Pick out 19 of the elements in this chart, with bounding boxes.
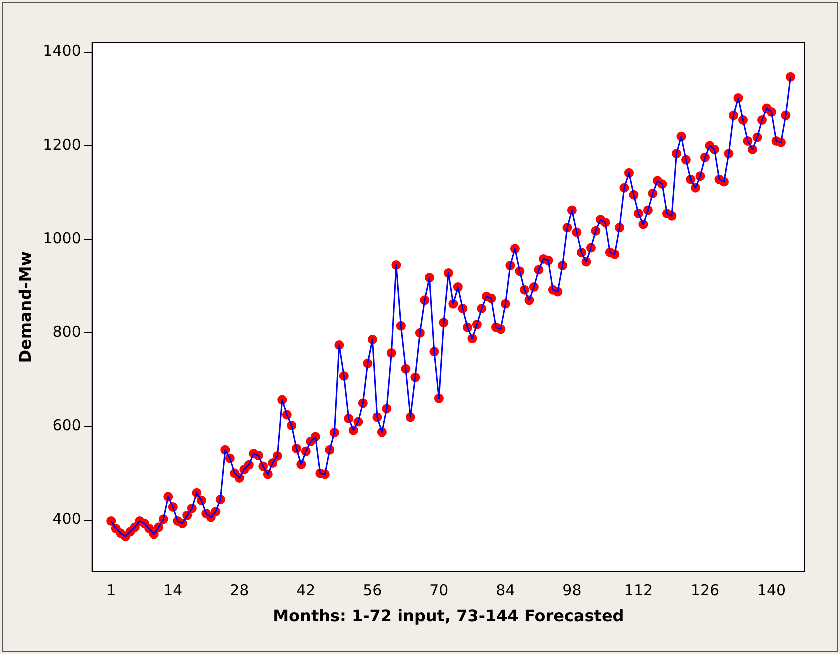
y-tick-label: 1000: [43, 229, 82, 248]
y-axis-title: Demand-Mw: [16, 251, 35, 364]
x-tick-label: 112: [624, 582, 654, 600]
x-tick-label: 126: [690, 582, 720, 600]
y-tick-label: 1200: [43, 136, 82, 154]
x-axis-title: Months: 1-72 input, 73-144 Forecasted: [273, 606, 624, 626]
x-tick-label: 14: [164, 582, 183, 600]
y-tick-label: 1400: [43, 42, 82, 60]
x-tick-label: 28: [230, 582, 250, 600]
x-tick-label: 1: [106, 582, 116, 600]
x-tick-label: 84: [496, 582, 516, 600]
y-tick-label: 400: [52, 510, 82, 528]
x-tick-label: 70: [430, 582, 449, 600]
y-tick-label: 600: [52, 416, 82, 435]
y-tick-label: 800: [52, 323, 82, 342]
x-tick-label: 42: [296, 582, 316, 600]
x-tick-label: 98: [562, 582, 582, 600]
x-tick-label: 140: [757, 582, 786, 600]
x-tick-label: 56: [363, 582, 382, 600]
